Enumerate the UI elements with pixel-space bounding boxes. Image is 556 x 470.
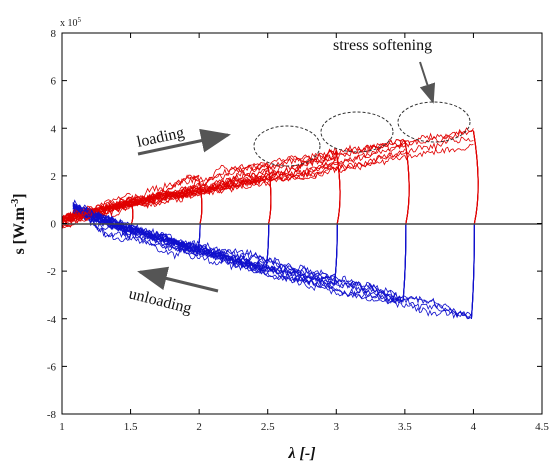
unloading-curve <box>72 204 471 318</box>
loading-curve <box>61 143 474 230</box>
loading-drop <box>404 140 410 224</box>
y-tick-label: 8 <box>51 28 57 40</box>
y-multiplier-exp: 5 <box>78 16 82 24</box>
loading-arrow <box>137 128 231 156</box>
y-axis-ticks: -8 -6 -4 -2 0 2 4 6 8 <box>47 28 542 421</box>
loading-curve <box>61 147 337 223</box>
y-axis-label-sup: -3 <box>10 199 21 207</box>
unloading-arrow <box>137 266 219 293</box>
softening-ellipse-2 <box>320 111 394 153</box>
softening-ellipse-3 <box>397 101 471 143</box>
x-tick-label: 4 <box>471 421 477 433</box>
stress-softening-arrow <box>419 61 436 104</box>
loading-curve <box>61 148 406 228</box>
unloading-curve <box>72 202 403 302</box>
y-tick-label: 6 <box>51 76 57 88</box>
y-axis-label-close: ] <box>11 193 28 198</box>
unloading-annotation: unloading <box>127 285 193 317</box>
curves-layer <box>61 127 479 320</box>
y-axis-label: s [W.m-3] <box>10 193 28 254</box>
x-axis-label: λ [-] <box>287 445 315 462</box>
loading-curve <box>61 136 474 222</box>
x-tick-label: 3 <box>334 421 340 433</box>
loading-curve <box>61 192 131 221</box>
loading-curve <box>61 127 474 222</box>
y-tick-label: -4 <box>47 314 57 326</box>
x-axis-ticks: 1 1.5 2 2.5 3 3.5 4 4.5 <box>59 33 549 433</box>
stress-softening-annotation: stress softening <box>333 37 432 54</box>
x-tick-label: 1 <box>59 421 65 433</box>
loading-drop <box>198 180 203 224</box>
y-tick-label: -8 <box>47 409 57 421</box>
unloading-drop <box>265 223 270 272</box>
y-multiplier-base: x 10 <box>60 18 78 29</box>
softening-ellipse-1 <box>253 125 321 167</box>
unloading-curve <box>72 202 472 320</box>
loading-curve <box>61 130 474 222</box>
unloading-curve <box>72 199 403 303</box>
x-tick-label: 2 <box>196 421 202 433</box>
y-tick-label: -2 <box>47 266 56 278</box>
x-tick-label: 3.5 <box>398 421 412 433</box>
unloading-curve <box>72 209 403 305</box>
unloading-drop <box>470 223 475 319</box>
loading-curve <box>61 149 337 220</box>
loading-drop <box>267 163 272 224</box>
loading-drop <box>472 130 479 224</box>
y-tick-label: 0 <box>51 219 57 231</box>
y-tick-label: 2 <box>51 171 57 183</box>
unloading-drop <box>402 223 407 303</box>
y-axis-label-main: s [W.m <box>11 206 28 254</box>
x-tick-label: 2.5 <box>261 421 275 433</box>
unloading-drop <box>333 223 338 286</box>
x-tick-label: 1.5 <box>124 421 138 433</box>
loading-drop <box>335 152 341 224</box>
y-tick-label: 4 <box>51 123 57 135</box>
y-tick-label: -6 <box>47 361 57 373</box>
y-multiplier: x 105 <box>60 16 82 29</box>
loading-curve <box>61 139 405 222</box>
x-tick-label: 4.5 <box>535 421 549 433</box>
